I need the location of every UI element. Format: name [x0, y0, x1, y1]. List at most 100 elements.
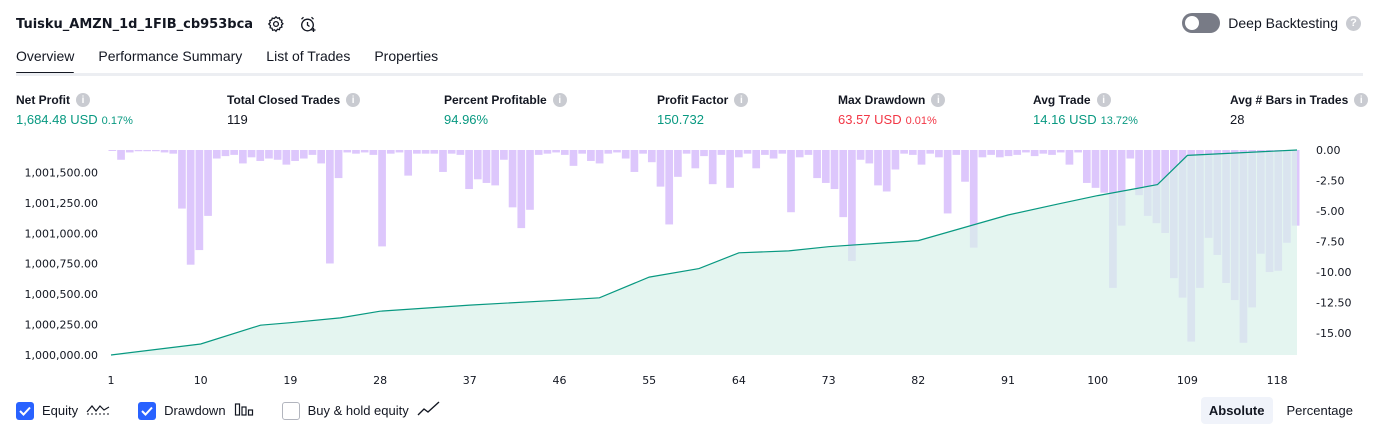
info-icon[interactable]: i: [931, 93, 946, 107]
drawdown-bar: [526, 150, 534, 210]
drawdown-bar: [386, 150, 395, 154]
drawdown-bar: [178, 150, 186, 209]
drawdown-bar: [1117, 150, 1126, 226]
drawdown-bar: [813, 150, 821, 179]
info-icon[interactable]: i: [346, 93, 361, 107]
drawdown-bar: [560, 150, 569, 155]
legend-equity[interactable]: Equity: [16, 401, 110, 420]
drawdown-bar: [821, 150, 830, 183]
info-icon[interactable]: i: [76, 93, 90, 107]
drawdown-bar: [299, 150, 308, 159]
left-axis-tick: 1,001,500.00: [25, 167, 98, 180]
drawdown-bar: [691, 150, 700, 169]
gear-icon[interactable]: [267, 15, 285, 33]
drawdown-bar: [517, 150, 526, 229]
tab-performance-summary[interactable]: Performance Summary: [98, 48, 243, 64]
tab-overview[interactable]: Overview: [16, 48, 75, 75]
drawdown-bar: [534, 150, 543, 155]
legend-label: Equity: [42, 403, 79, 418]
drawdown-bar: [900, 150, 908, 154]
drawdown-bar: [795, 150, 804, 158]
drawdown-bar: [621, 150, 630, 159]
info-icon[interactable]: i: [1096, 93, 1111, 107]
legend-buy-hold[interactable]: Buy & hold equity: [281, 401, 441, 420]
info-icon[interactable]: i: [1354, 93, 1369, 107]
drawdown-bar: [265, 150, 273, 159]
drawdown-bar: [282, 150, 291, 165]
left-axis-tick: 1,000,000.00: [25, 349, 98, 362]
x-axis-tick: 73: [822, 374, 836, 387]
metric-value: 94.96%: [444, 112, 489, 127]
drawdown-bar: [256, 150, 265, 161]
drawdown-bar: [1065, 150, 1074, 165]
info-icon[interactable]: i: [734, 93, 749, 107]
drawdown-bar: [456, 150, 465, 155]
drawdown-bar: [743, 150, 752, 154]
buy-hold-checkbox[interactable]: [281, 401, 300, 420]
drawdown-bar: [630, 150, 639, 172]
metric-label: Max Drawdown: [838, 93, 926, 107]
legend-label: Buy & hold equity: [307, 403, 409, 418]
tab-properties[interactable]: Properties: [374, 48, 439, 64]
drawdown-bar: [891, 150, 900, 170]
equity-drawdown-chart[interactable]: 1,001,500.00 1,001,250.00 1,001,000.00 1,00…: [0, 140, 1379, 390]
drawdown-bar: [830, 150, 839, 190]
metric-net-profit: Net Profit i 1,684.48 USD 0.17%: [16, 93, 133, 127]
drawdown-bar: [578, 150, 587, 154]
drawdown-bar: [508, 150, 517, 208]
absolute-button[interactable]: Absolute: [1200, 397, 1273, 424]
drawdown-bar: [143, 150, 151, 152]
buy-hold-line-icon: [417, 401, 441, 420]
tab-list-of-trades[interactable]: List of Trades: [266, 48, 351, 64]
drawdown-bar: [804, 150, 813, 155]
deep-backtesting: Deep Backtesting ?: [1182, 13, 1361, 33]
drawdown-bar: [1004, 150, 1013, 157]
drawdown-bar: [943, 150, 952, 214]
drawdown-bar: [169, 150, 178, 154]
question-icon[interactable]: ?: [1346, 15, 1361, 31]
left-axis-tick: 1,000,250.00: [25, 319, 98, 332]
info-icon[interactable]: i: [552, 93, 567, 107]
drawdown-bar: [647, 150, 656, 163]
metric-percent: 0.01%: [905, 115, 937, 127]
tabs-divider: [16, 73, 1363, 76]
drawdown-bar: [778, 150, 787, 154]
x-axis-tick: 10: [194, 374, 208, 387]
metric-value: 150.732: [657, 112, 704, 127]
alarm-clock-add-icon[interactable]: [299, 15, 317, 33]
left-axis-tick: 1,000,750.00: [25, 258, 98, 271]
metric-value: 28: [1230, 112, 1245, 127]
deep-backtesting-toggle[interactable]: [1182, 13, 1221, 33]
right-axis-tick: -2.50: [1316, 175, 1344, 188]
drawdown-bar: [117, 150, 125, 160]
drawdown-bar: [734, 150, 743, 158]
metric-avg-bars-in-trades: Avg # Bars in Trades i 28: [1230, 93, 1369, 127]
drawdown-bar: [1022, 150, 1030, 153]
drawdown-bar: [500, 150, 508, 160]
drawdown-bar: [839, 150, 848, 218]
drawdown-bar: [204, 150, 212, 216]
percentage-button[interactable]: Percentage: [1286, 403, 1354, 418]
drawdown-bar: [682, 150, 691, 154]
legend-drawdown[interactable]: Drawdown: [138, 401, 253, 420]
drawdown-bar: [413, 150, 421, 154]
drawdown-bar: [543, 150, 552, 154]
metric-label: Percent Profitable: [444, 93, 547, 107]
metric-avg-trade: Avg Trade i 14.16 USD 13.72%: [1033, 93, 1138, 127]
equity-checkbox[interactable]: [16, 401, 34, 420]
metric-value: 119: [227, 112, 248, 127]
drawdown-bar: [395, 150, 404, 153]
drawdown-bar: [473, 150, 482, 180]
drawdown-bar: [656, 150, 665, 187]
x-axis-tick: 55: [642, 374, 656, 387]
drawdown-checkbox[interactable]: [138, 401, 157, 420]
drawdown-bar: [308, 150, 317, 155]
drawdown-bar: [761, 150, 769, 155]
x-axis-tick: 28: [373, 374, 387, 387]
left-axis-tick: 1,001,250.00: [25, 197, 98, 210]
drawdown-bar: [604, 150, 613, 154]
drawdown-bar: [613, 150, 621, 153]
drawdown-bar: [108, 150, 117, 151]
x-axis-tick: 37: [463, 374, 477, 387]
strategy-title: Tuisku_AMZN_1d_1FIB_cb953bca: [16, 16, 254, 32]
